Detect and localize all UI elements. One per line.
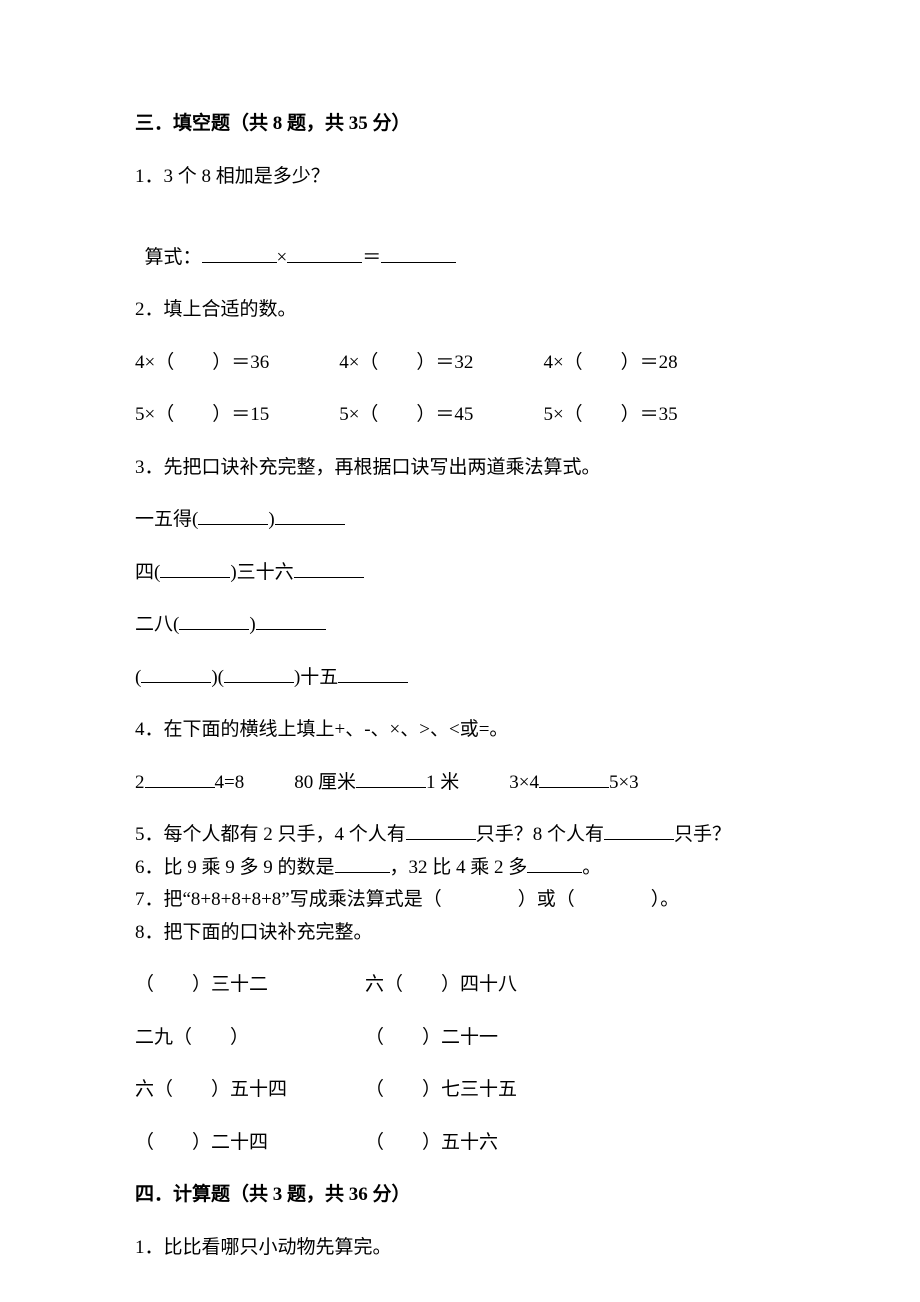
q3-4-title: 4．在下面的横线上填上+、-、×、>、<或=。 [135, 716, 785, 745]
blank [198, 506, 268, 525]
cell: 5×（ ）＝35 [543, 404, 677, 425]
t: )十五 [294, 667, 338, 688]
q3-1-prefix: 算式： [145, 247, 202, 268]
c: （ ）五十六 [365, 1129, 498, 1158]
q3-2-row2: 5×（ ）＝15 5×（ ）＝45 5×（ ）＝35 [135, 401, 785, 430]
t: )( [211, 667, 224, 688]
q3-4-row: 2 4=8 80 厘米 1 米 3×4 5×3 [135, 769, 785, 798]
cell: 4×（ ）＝32 [339, 352, 473, 373]
c: （ ）七三十五 [365, 1076, 517, 1105]
c: （ ）二十四 [135, 1129, 365, 1158]
q3-3-l3: 二八() [135, 611, 785, 640]
t: 一五得( [135, 509, 198, 530]
blank [338, 664, 408, 683]
blank [275, 506, 345, 525]
q4-1: 1．比比看哪只小动物先算完。 [135, 1234, 785, 1263]
cell: 5×（ ）＝45 [339, 404, 473, 425]
t: 3×4 [509, 772, 539, 793]
c: 二九（ ） [135, 1024, 365, 1053]
cell: 5×（ ）＝15 [135, 404, 269, 425]
q3-2-title: 2．填上合适的数。 [135, 296, 785, 325]
t: 80 厘米 [294, 772, 356, 793]
blank [381, 244, 456, 263]
section3-heading: 三．填空题（共 8 题，共 35 分） [135, 110, 785, 139]
blank [604, 821, 674, 840]
cell: 4×（ ）＝36 [135, 352, 269, 373]
blank [179, 611, 249, 630]
t: 只手？8 个人有 [476, 824, 604, 845]
blank [145, 769, 215, 788]
t: 只手？ [674, 824, 731, 845]
t: 5．每个人都有 2 只手，4 个人有 [135, 824, 406, 845]
blank [287, 244, 362, 263]
q3-8-r4: （ ）二十四 （ ）五十六 [135, 1129, 785, 1158]
t: 二八( [135, 614, 179, 635]
q3-1-formula: 算式：×＝ [135, 215, 785, 272]
c: 六（ ）五十四 [135, 1076, 365, 1105]
q3-3-l4: ()()十五 [135, 664, 785, 693]
blank [202, 244, 277, 263]
blank [256, 611, 326, 630]
c: （ ）三十二 [135, 971, 365, 1000]
q3-8-title: 8．把下面的口诀补充完整。 [135, 919, 785, 948]
q3-6: 6．比 9 乘 9 多 9 的数是 ，32 比 4 乘 2 多 。 [135, 854, 785, 883]
t: 2 [135, 772, 145, 793]
q3-1-title: 1．3 个 8 相加是多少？ [135, 163, 785, 192]
blank [141, 664, 211, 683]
t: )三十六 [230, 562, 293, 583]
q3-3-title: 3．先把口诀补充完整，再根据口诀写出两道乘法算式。 [135, 454, 785, 483]
t: 。 [582, 857, 601, 878]
blank [294, 559, 364, 578]
blank [539, 769, 609, 788]
q3-8-r2: 二九（ ） （ ）二十一 [135, 1024, 785, 1053]
t: 5×3 [609, 772, 639, 793]
t: 4=8 [215, 772, 245, 793]
c: （ ）二十一 [365, 1024, 498, 1053]
section4-heading: 四．计算题（共 3 题，共 36 分） [135, 1181, 785, 1210]
t: 四( [135, 562, 160, 583]
q3-8-r3: 六（ ）五十四 （ ）七三十五 [135, 1076, 785, 1105]
q3-7: 7．把“8+8+8+8+8”写成乘法算式是（ ）或（ ）。 [135, 886, 785, 915]
q3-8-r1: （ ）三十二 六（ ）四十八 [135, 971, 785, 1000]
q3-2-row1: 4×（ ）＝36 4×（ ）＝32 4×（ ）＝28 [135, 349, 785, 378]
q3-3-l1: 一五得() [135, 506, 785, 535]
t: 6．比 9 乘 9 多 9 的数是 [135, 857, 335, 878]
t: 1 米 [426, 772, 459, 793]
q3-3-l2: 四( )三十六 [135, 559, 785, 588]
cell: 4×（ ）＝28 [543, 352, 677, 373]
blank [160, 559, 230, 578]
blank [406, 821, 476, 840]
blank [335, 854, 390, 873]
blank [224, 664, 294, 683]
c: 六（ ）四十八 [365, 971, 517, 1000]
q3-5: 5．每个人都有 2 只手，4 个人有 只手？8 个人有 只手？ [135, 821, 785, 850]
t: ，32 比 4 乘 2 多 [390, 857, 528, 878]
blank [356, 769, 426, 788]
blank [527, 854, 582, 873]
